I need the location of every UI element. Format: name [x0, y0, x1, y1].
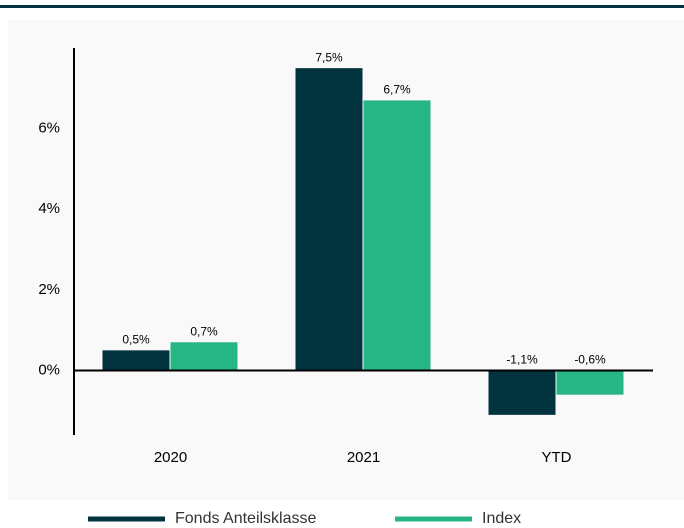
legend-label: Index — [482, 510, 521, 527]
y-tick-label: 4% — [38, 200, 60, 217]
y-tick-label: 0% — [38, 361, 60, 378]
bar — [102, 350, 170, 371]
y-tick-label: 6% — [38, 120, 60, 137]
x-tick-label: 2021 — [347, 449, 380, 466]
legend-label: Fonds Anteilsklasse — [175, 510, 317, 527]
bar — [295, 68, 363, 371]
bar — [556, 370, 624, 395]
x-tick-label: 2020 — [154, 449, 187, 466]
value-label: 0,5% — [122, 333, 150, 347]
value-label: 7,5% — [315, 50, 343, 64]
y-tick-label: 2% — [38, 281, 60, 298]
value-label: -1,1% — [506, 353, 538, 367]
bar — [488, 370, 556, 415]
value-label: 6,7% — [383, 83, 411, 97]
bar — [363, 100, 431, 371]
value-label: 0,7% — [190, 324, 218, 338]
bar — [170, 342, 238, 371]
value-label: -0,6% — [574, 353, 606, 367]
top-rule — [0, 5, 684, 8]
x-tick-label: YTD — [542, 449, 572, 466]
